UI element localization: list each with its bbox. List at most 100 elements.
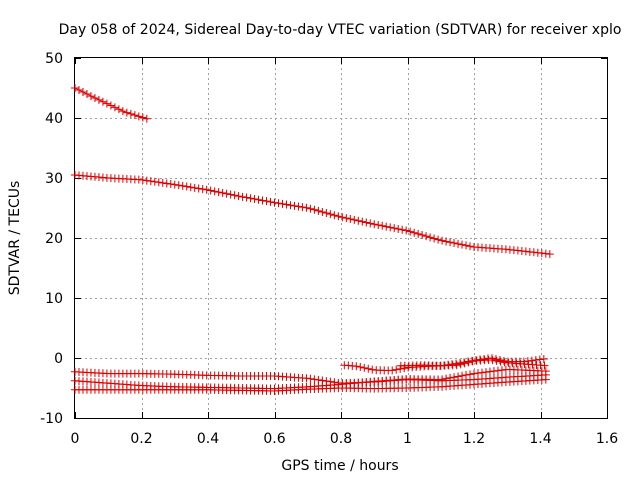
data-point <box>394 224 403 233</box>
data-point <box>342 214 351 223</box>
data-point <box>242 193 251 202</box>
data-point <box>364 364 373 373</box>
data-point <box>134 112 143 121</box>
chart-title: Day 058 of 2024, Sidereal Day-to-day VTE… <box>59 22 622 38</box>
data-point <box>491 355 500 364</box>
data-point <box>126 109 135 118</box>
data-point <box>446 373 455 382</box>
data-point <box>458 371 467 380</box>
data-point <box>422 232 431 241</box>
series-arc-2 <box>71 171 554 259</box>
data-point <box>218 188 227 197</box>
series-arc-5 <box>71 375 550 395</box>
data-point <box>473 369 482 378</box>
data-point <box>358 217 367 226</box>
data-point <box>222 189 231 198</box>
data-point <box>310 375 319 384</box>
data-point <box>360 363 369 372</box>
data-point <box>448 360 457 369</box>
data-point <box>282 200 291 209</box>
data-point <box>477 368 486 377</box>
data-point <box>238 192 247 201</box>
x-tick-label: 0.8 <box>330 431 352 447</box>
data-point <box>456 360 465 369</box>
data-point <box>71 84 79 92</box>
data-point <box>458 240 467 249</box>
x-tick-label: 1.6 <box>596 431 618 447</box>
data-point <box>322 209 331 218</box>
data-point <box>334 212 343 221</box>
data-point <box>499 356 508 365</box>
data-point <box>388 366 397 375</box>
data-point <box>485 367 494 376</box>
data-point <box>356 362 365 371</box>
data-point <box>258 196 267 205</box>
data-point <box>446 238 455 247</box>
data-point <box>500 358 509 367</box>
data-point <box>452 359 461 368</box>
x-tick-label: 1.2 <box>463 431 485 447</box>
x-tick-label: 1 <box>403 431 412 447</box>
data-point <box>489 367 498 376</box>
data-series <box>71 84 554 395</box>
data-point <box>142 114 151 123</box>
data-point <box>230 191 239 200</box>
data-point <box>426 233 435 242</box>
data-point <box>438 375 447 384</box>
x-axis-label: GPS time / hours <box>281 458 398 474</box>
data-point <box>444 360 453 369</box>
data-point <box>214 188 223 197</box>
data-point <box>286 201 295 210</box>
data-point <box>462 241 471 250</box>
data-point <box>481 368 490 377</box>
data-point <box>352 362 361 371</box>
data-point <box>90 93 99 102</box>
series-line <box>74 87 149 120</box>
data-point <box>310 205 319 214</box>
x-tick-label: 0.2 <box>130 431 152 447</box>
data-point <box>470 369 478 378</box>
series-arc-3 <box>71 367 550 388</box>
data-point <box>460 359 469 368</box>
plot-frame <box>74 57 608 419</box>
data-point <box>290 201 299 210</box>
data-point <box>418 231 427 240</box>
x-tick-label: 0.6 <box>263 431 285 447</box>
data-point <box>250 195 259 203</box>
data-point <box>182 182 191 191</box>
data-point <box>226 190 235 199</box>
data-point <box>527 356 536 365</box>
data-point <box>198 185 207 194</box>
data-point <box>495 356 504 365</box>
data-point <box>466 242 475 251</box>
data-point <box>306 374 315 383</box>
data-point <box>98 97 107 106</box>
data-point <box>326 210 335 219</box>
series-line <box>74 174 551 255</box>
data-point <box>382 222 391 231</box>
data-point <box>186 183 195 192</box>
data-point <box>78 88 87 97</box>
data-point <box>154 178 163 187</box>
data-point <box>130 111 139 120</box>
data-point <box>114 105 123 114</box>
data-point <box>106 101 115 110</box>
data-point <box>493 366 502 375</box>
data-point <box>138 113 147 122</box>
data-point <box>330 211 339 220</box>
data-point <box>194 184 203 193</box>
data-point <box>496 357 505 366</box>
data-point <box>270 198 279 207</box>
data-point <box>479 354 488 363</box>
data-point <box>487 354 496 363</box>
data-point <box>146 177 155 186</box>
y-tick-label: 40 <box>45 111 63 127</box>
data-point <box>492 356 501 365</box>
data-point <box>402 226 411 235</box>
data-point <box>450 239 459 248</box>
data-point <box>202 185 211 194</box>
data-point <box>138 175 147 184</box>
data-point <box>368 365 377 374</box>
data-point <box>346 215 355 224</box>
data-point <box>302 203 311 212</box>
